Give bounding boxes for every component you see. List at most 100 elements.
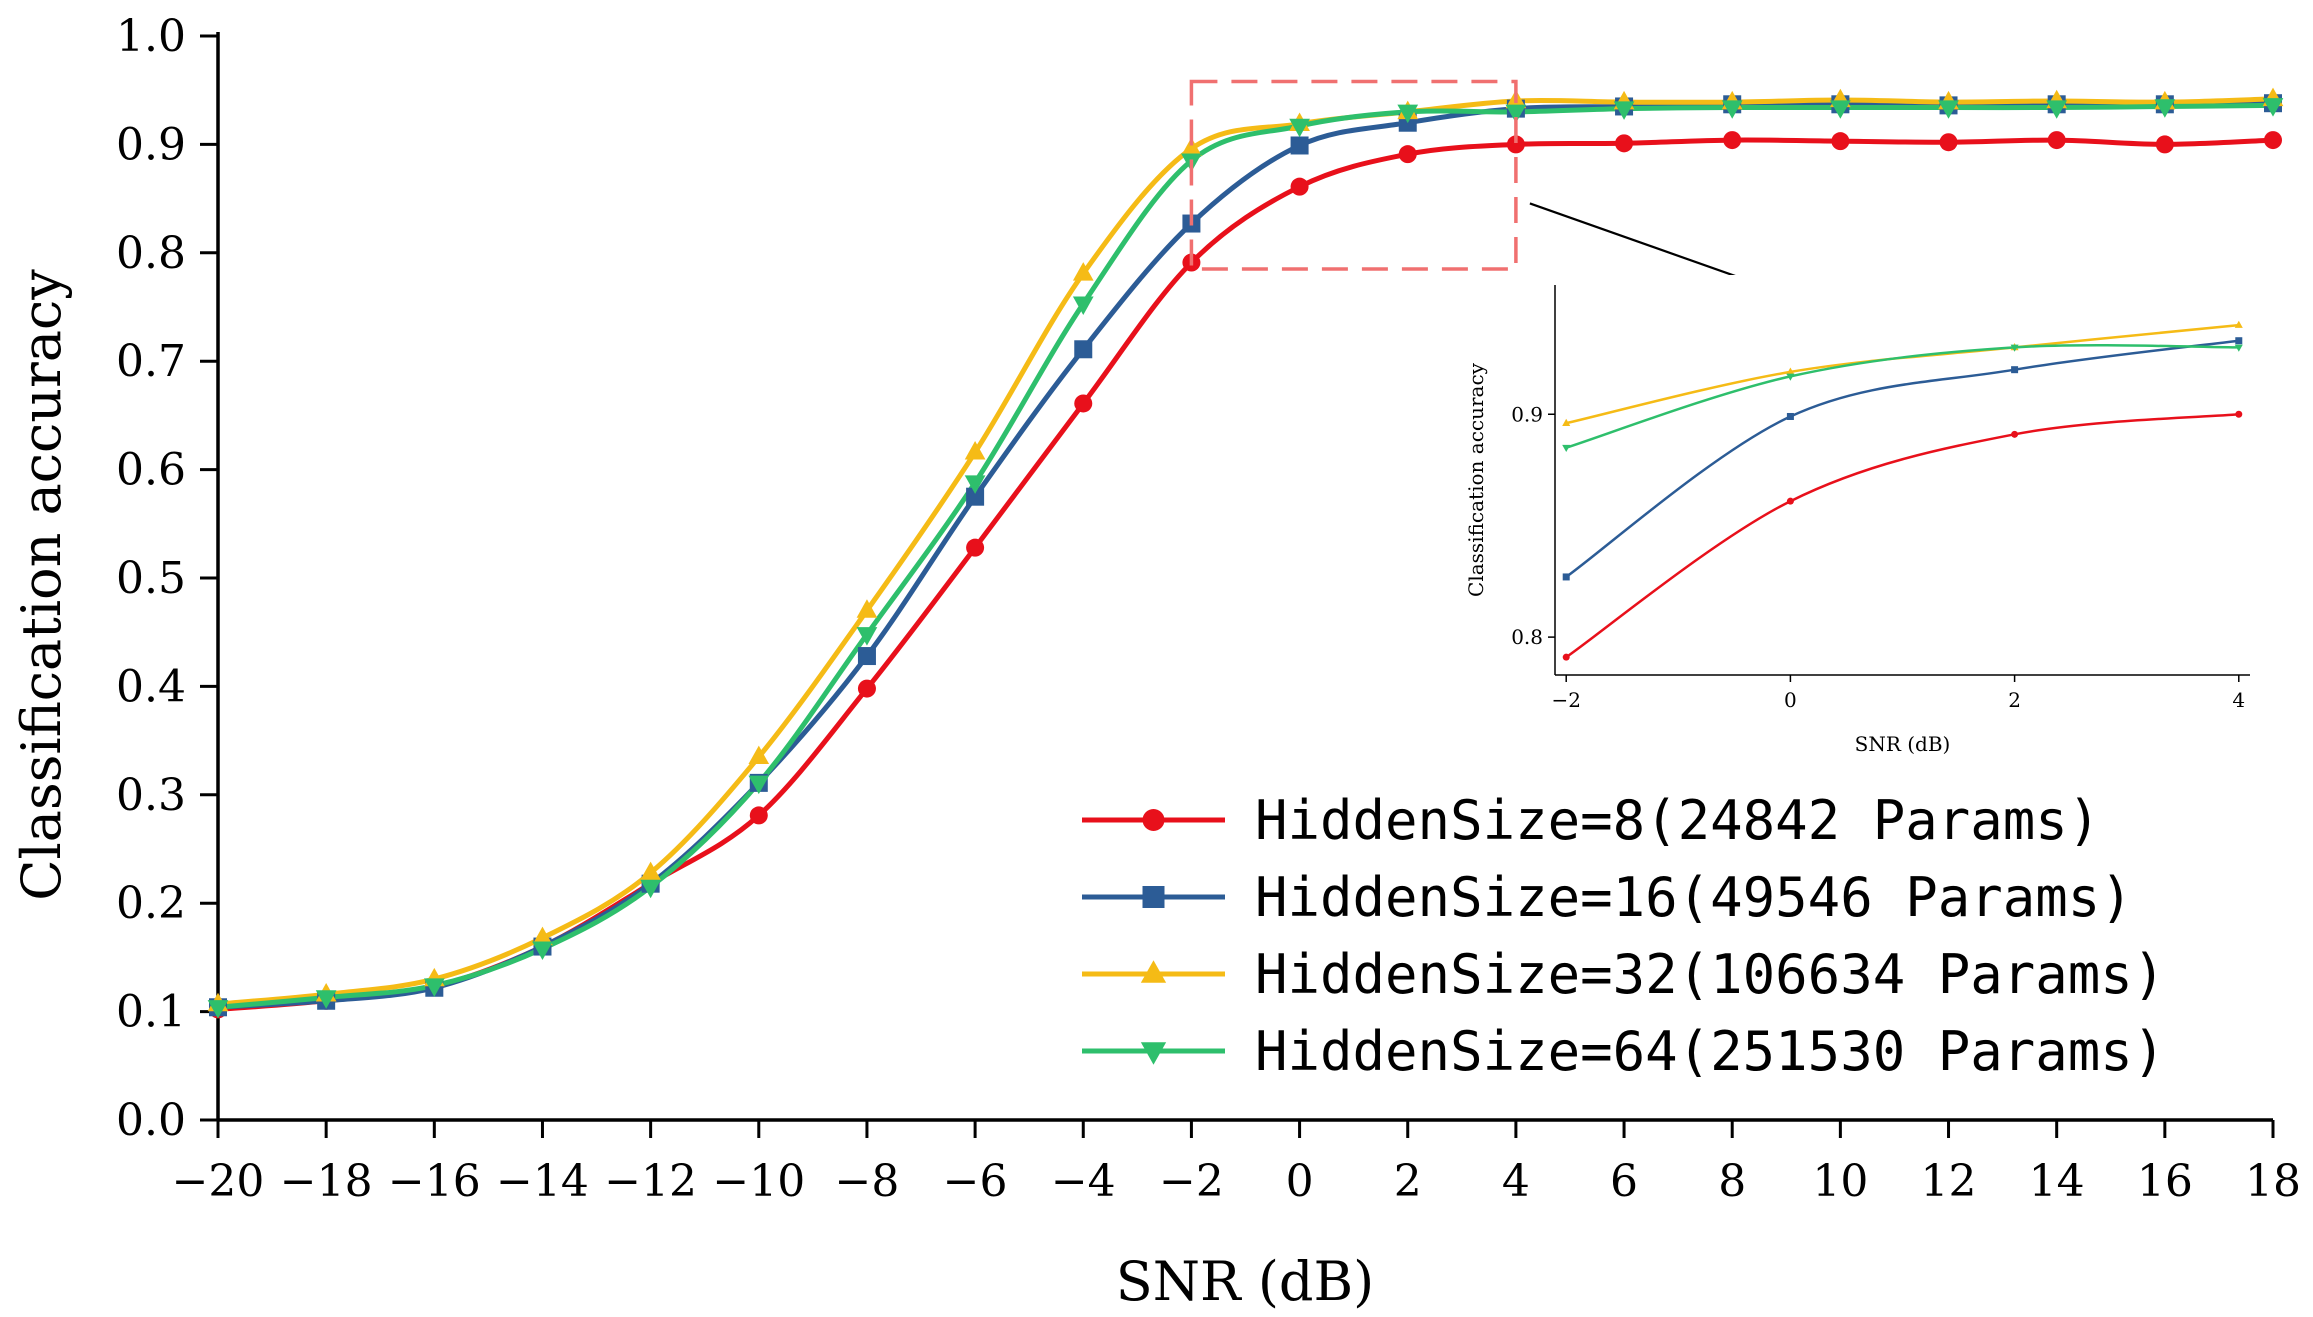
x-tick-label: 6 [1610,1156,1638,1207]
y-tick-label: 0.6 [116,445,186,496]
x-tick-label: −10 [712,1156,805,1207]
x-tick-label: −6 [943,1156,1008,1207]
inset-y-axis-title: Classification accuracy [1464,362,1488,597]
y-tick-label: 0.2 [116,878,186,929]
x-tick-label: 18 [2245,1156,2301,1207]
data-point-s0-7 [966,538,985,557]
zoom-inset-plot: 0.8 0.9 −2 0 2 4 SNR (dB) Classification accura… [1455,275,2265,770]
inset-x-tick-label: −2 [1551,688,1580,712]
inset-data-point-s1-1 [1786,412,1794,420]
data-point-s3-13 [1613,101,1635,120]
x-tick-label: 14 [2029,1156,2085,1207]
data-point-s1-10 [1290,136,1309,155]
y-tick-label: 0.8 [116,228,186,279]
x-tick-label: 8 [1718,1156,1746,1207]
data-point-s0-15 [1831,132,1850,151]
y-tick-label: 0.9 [116,119,186,170]
data-point-s0-6 [857,679,876,698]
legend-marker-0 [1142,809,1165,831]
data-point-s0-13 [1615,134,1634,153]
inset-data-point-s1-2 [2011,366,2019,374]
inset-data-point-s1-0 [1562,573,1570,581]
x-tick-label: 16 [2137,1156,2193,1207]
data-point-s3-15 [1830,100,1851,119]
data-point-s0-5 [749,806,768,825]
x-tick-label: −12 [604,1156,697,1207]
y-tick-label: 0.0 [116,1095,186,1146]
inset-data-point-s2-1 [1786,367,1795,375]
data-point-s2-6 [856,599,878,618]
data-point-s3-16 [1938,100,1959,119]
x-tick-label: −14 [496,1156,589,1207]
y-tick-label: 0.5 [116,553,186,604]
inset-data-point-s0-3 [2235,410,2243,418]
data-point-s0-10 [1290,177,1309,196]
x-tick-label: 12 [1921,1156,1977,1207]
x-tick-label: −20 [172,1156,265,1207]
inset-data-point-s0-0 [1562,653,1570,661]
inset-x-tick-label: 0 [1784,688,1797,712]
main-series-markers [207,87,2284,1019]
data-point-s3-12 [1505,104,1527,124]
inset-y-tick-label: 0.8 [1511,625,1543,649]
data-point-s1-8 [1074,340,1093,359]
legend-marker-2 [1140,960,1167,983]
inset-data-point-s3-1 [1786,373,1795,381]
inset-series-line-3 [1565,344,2239,449]
legend-label-0: HiddenSize=8(24842 Params) [1255,789,2100,852]
legend-label-2: HiddenSize=32(106634 Params) [1255,943,2165,1006]
x-axis-title: SNR (dB) [1116,1250,1374,1313]
y-tick-label: 0.1 [116,987,186,1038]
x-tick-label: −8 [835,1156,900,1207]
inset-y-tick-label: 0.9 [1511,402,1543,426]
data-point-s3-7 [964,475,986,494]
data-point-s1-6 [857,647,876,666]
x-tick-label: −2 [1159,1156,1224,1207]
data-point-s0-18 [2155,135,2174,154]
data-point-s3-10 [1289,118,1310,138]
inset-background [1455,275,2265,770]
data-point-s3-2 [423,978,445,997]
data-point-s2-5 [748,745,770,765]
data-point-s3-17 [2046,100,2068,119]
data-point-s0-11 [1398,145,1417,164]
data-point-s2-8 [1072,262,1094,281]
data-point-s3-4 [640,879,661,899]
data-point-s3-3 [532,941,553,960]
inset-x-tick-label: 4 [2232,688,2245,712]
data-point-s2-4 [640,861,661,881]
data-point-s3-14 [1721,100,1743,119]
data-point-s3-19 [2262,98,2284,117]
legend-label-1: HiddenSize=16(49546 Params) [1255,866,2133,929]
y-axis-title: Classification accuracy [10,269,73,901]
y-tick-label: 0.7 [116,336,186,387]
legend-marker-1 [1142,886,1165,908]
y-tick-label: 0.3 [116,770,186,821]
legend-marker-3 [1140,1042,1167,1065]
inset-data-point-s0-2 [2011,430,2019,438]
inset-data-point-s3-0 [1562,444,1571,453]
data-point-s3-1 [315,990,337,1009]
inset-data-point-s2-0 [1562,418,1571,426]
data-point-s3-5 [748,775,770,795]
data-point-s0-8 [1074,394,1093,413]
inset-data-point-s2-3 [2234,320,2243,328]
data-point-s3-11 [1397,104,1419,124]
x-tick-label: −4 [1051,1156,1116,1207]
data-point-s0-14 [1723,131,1742,150]
x-tick-label: 4 [1502,1156,1530,1207]
legend-label-3: HiddenSize=64(251530 Params) [1255,1020,2165,1083]
inset-data-point-s3-3 [2234,344,2243,352]
legend: HiddenSize=8(24842 Params) HiddenSize=16(… [1082,789,2165,1083]
data-point-s2-9 [1181,137,1202,156]
inset-data-point-s3-2 [2010,344,2019,352]
inset-x-axis-title: SNR (dB) [1855,732,1951,756]
data-point-s3-6 [856,627,878,646]
data-point-s0-12 [1506,135,1525,154]
x-tick-label: −16 [388,1156,481,1207]
data-point-s3-8 [1072,296,1094,315]
data-point-s0-17 [2047,131,2066,150]
y-tick-label: 0.4 [116,661,186,712]
main-axes: 0.00.10.20.30.40.50.60.70.80.91.0−20 −18−… [116,11,2301,1207]
